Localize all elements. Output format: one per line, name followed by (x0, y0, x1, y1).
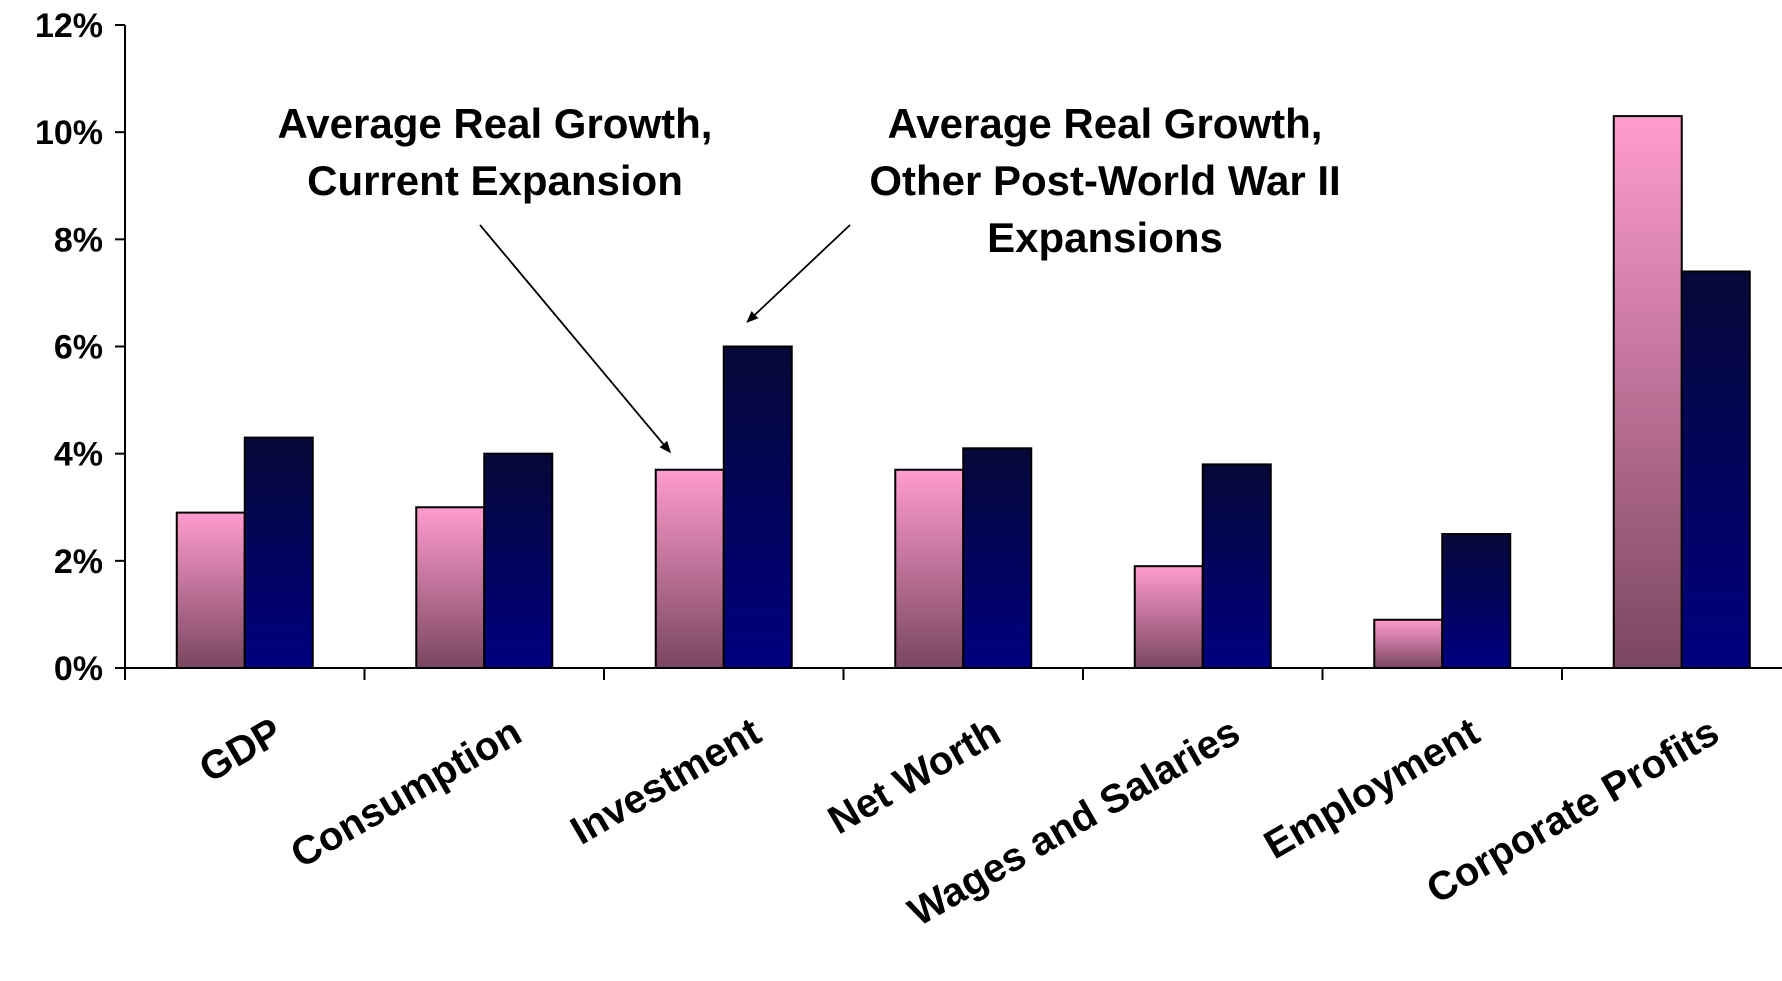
bar-s1-gdp (243, 436, 314, 670)
annotation-text: Average Real Growth, (278, 100, 713, 147)
annotation-arrow (746, 224, 851, 323)
annotation-text: Average Real Growth, (888, 100, 1323, 147)
y-tick-label: 4% (54, 436, 103, 474)
bar-s1-investment (722, 345, 793, 669)
x-tick-label: GDP (192, 710, 289, 791)
bar-s1-corporate-profits (1680, 270, 1751, 669)
y-tick-label: 2% (54, 543, 103, 581)
x-tick-label: Consumption (284, 710, 529, 877)
bar-s1-wages-and-salaries (1201, 463, 1272, 669)
axes (115, 24, 1782, 680)
bar-s1-employment (1441, 533, 1512, 670)
x-tick-label: Investment (563, 710, 768, 854)
bar-s0-corporate-profits (1612, 115, 1683, 669)
bar-s0-wages-and-salaries (1133, 565, 1204, 669)
y-tick-label: 10% (35, 114, 103, 152)
bar-s0-net-worth (894, 468, 965, 669)
y-tick-label: 12% (35, 7, 103, 45)
annotation-arrow (479, 224, 672, 454)
x-tick-label: Net Worth (821, 710, 1008, 843)
x-tick-label: Employment (1257, 710, 1487, 868)
bar-s1-net-worth (962, 447, 1033, 669)
y-tick-labels: 0% 2% 4% 6% 8% 10% 12% (35, 7, 103, 688)
bar-s0-consumption (415, 506, 486, 669)
annotation-text: Other Post-World War II (869, 157, 1340, 204)
annotation-text: Current Expansion (307, 157, 683, 204)
y-tick-label: 0% (54, 650, 103, 688)
bar-s0-gdp (175, 511, 246, 669)
y-tick-label: 6% (54, 329, 103, 367)
bar-s0-investment (654, 468, 725, 669)
bar-s0-employment (1373, 618, 1444, 670)
bars-layer (175, 115, 1751, 670)
annotation-text: Expansions (987, 214, 1223, 261)
annotations: Average Real Growth, Current Expansion Ave… (278, 100, 1341, 454)
bar-s1-consumption (483, 452, 554, 669)
y-tick-label: 8% (54, 221, 103, 259)
